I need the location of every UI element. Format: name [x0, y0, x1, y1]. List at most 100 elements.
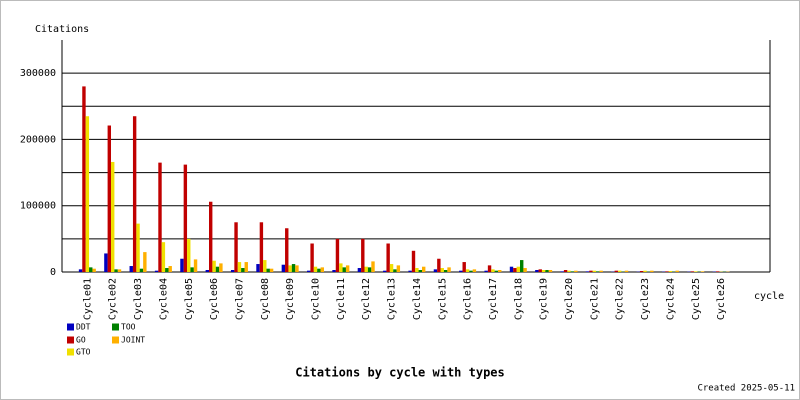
- x-tick-label: Cycle16: [463, 278, 474, 320]
- bar: [668, 271, 673, 272]
- bar: [643, 270, 647, 272]
- bar: [320, 267, 324, 272]
- x-tick-label: Cycle21: [589, 278, 600, 320]
- bar: [545, 270, 549, 272]
- bar: [509, 266, 514, 272]
- bar: [494, 270, 499, 272]
- x-tick-label: Cycle23: [640, 278, 651, 320]
- y-tick-label: 100000: [20, 201, 56, 212]
- x-tick-label: Cycle08: [260, 278, 271, 320]
- x-tick-label: Cycle01: [82, 278, 93, 320]
- bar: [535, 270, 539, 272]
- bar: [269, 268, 274, 272]
- bar: [263, 260, 267, 272]
- legend-swatch: [112, 323, 119, 331]
- bar: [694, 271, 698, 272]
- legend-label: DDT: [76, 323, 91, 332]
- bar: [447, 267, 451, 272]
- x-tick-label: Cycle03: [133, 278, 144, 320]
- bar: [665, 271, 669, 272]
- bar: [291, 264, 296, 272]
- bar: [219, 263, 223, 272]
- bar: [256, 264, 260, 272]
- y-axis-label: Citations: [35, 24, 89, 35]
- x-tick-label: Cycle15: [437, 278, 448, 320]
- bar: [332, 270, 336, 272]
- bar: [516, 266, 520, 272]
- bar: [139, 268, 144, 272]
- legend-label: GTO: [76, 348, 91, 357]
- bar: [335, 238, 340, 272]
- x-tick-label: Cycle20: [564, 278, 575, 320]
- x-tick-label: Cycle04: [158, 278, 169, 320]
- bar: [342, 267, 346, 272]
- bar: [187, 238, 191, 272]
- bar: [244, 262, 248, 272]
- bar: [361, 238, 365, 272]
- bar: [114, 269, 118, 272]
- x-tick-label: Cycle06: [209, 278, 220, 320]
- bar: [190, 267, 194, 272]
- bar: [484, 270, 488, 272]
- bar: [285, 228, 289, 272]
- bar: [367, 267, 372, 272]
- bar: [288, 265, 292, 272]
- bar: [143, 252, 147, 272]
- bar: [487, 265, 492, 272]
- x-tick-label: Cycle17: [488, 278, 499, 320]
- bar: [154, 270, 159, 272]
- bar: [443, 270, 448, 272]
- bar: [614, 270, 618, 272]
- bar: [180, 258, 184, 272]
- x-tick-label: Cycle09: [285, 278, 296, 320]
- bar: [440, 268, 444, 272]
- bar: [498, 270, 502, 272]
- bar: [345, 265, 350, 272]
- bar: [422, 266, 426, 272]
- bar: [266, 268, 270, 272]
- x-tick-label: Cycle26: [716, 278, 727, 320]
- bar: [281, 264, 286, 272]
- bar: [317, 268, 321, 272]
- x-tick-label: Cycle13: [387, 278, 398, 320]
- bar: [599, 270, 603, 272]
- bar: [716, 271, 720, 272]
- bar: [237, 262, 242, 272]
- bar: [563, 270, 568, 272]
- bar: [465, 269, 470, 272]
- bar: [513, 268, 517, 272]
- bar: [386, 243, 390, 272]
- bar: [313, 266, 318, 272]
- bar: [136, 223, 140, 272]
- bar: [437, 258, 441, 272]
- x-tick-label: Cycle25: [691, 278, 702, 320]
- bar: [183, 164, 188, 272]
- bar: [234, 222, 238, 272]
- legend-swatch: [67, 348, 74, 356]
- bar: [132, 116, 137, 272]
- bar: [574, 270, 578, 272]
- bar: [596, 271, 600, 272]
- bar: [548, 270, 553, 272]
- bar: [618, 270, 622, 272]
- x-tick-label: Cycle18: [513, 278, 524, 320]
- bar: [383, 270, 387, 272]
- y-tick-label: 300000: [20, 68, 56, 79]
- bar: [92, 268, 96, 272]
- bar: [107, 125, 111, 272]
- bar: [389, 264, 394, 272]
- legend-swatch: [67, 323, 74, 331]
- bar: [364, 266, 368, 272]
- bar: [129, 266, 133, 272]
- bar: [209, 201, 213, 272]
- chart-title: Citations by cycle with types: [295, 366, 505, 380]
- footnote: Created 2025-05-11: [697, 384, 795, 394]
- bar: [215, 266, 220, 272]
- bar: [639, 271, 644, 272]
- x-tick-label: Cycle22: [615, 278, 626, 320]
- x-tick-label: Cycle07: [234, 278, 245, 320]
- bar: [408, 270, 412, 272]
- bar: [230, 270, 235, 272]
